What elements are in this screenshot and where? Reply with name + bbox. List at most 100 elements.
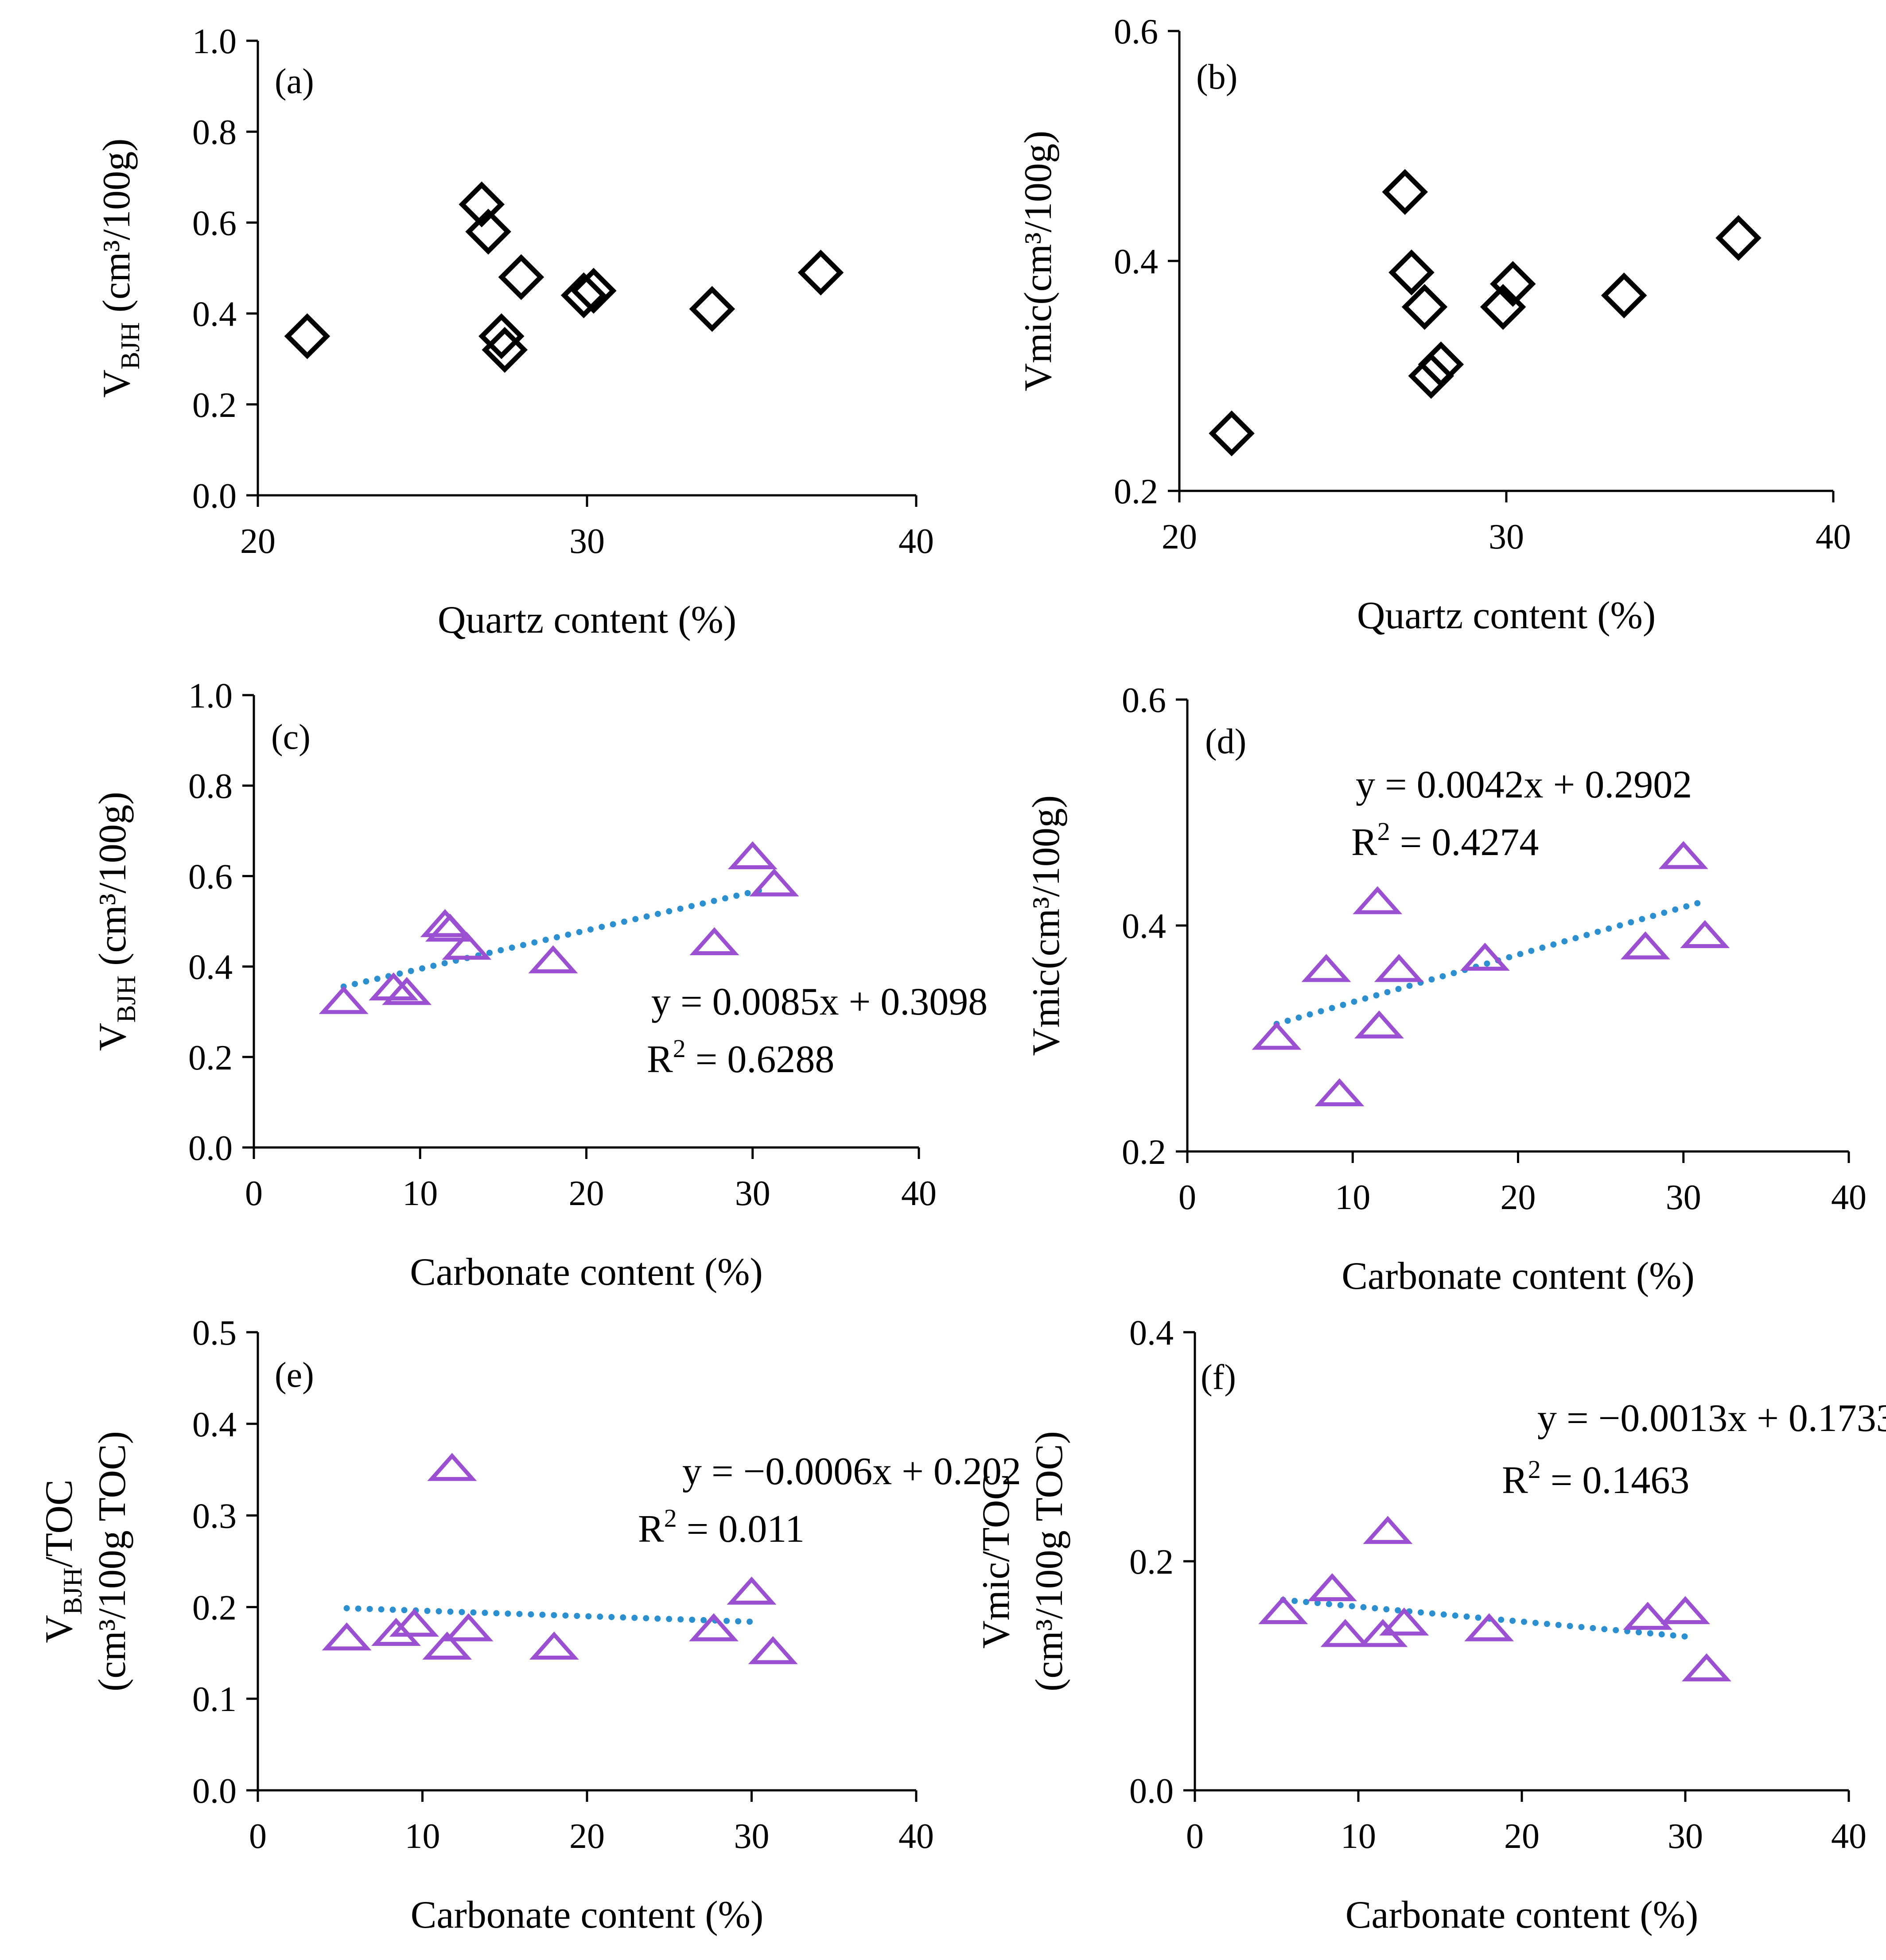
y-tick-label: 0.8 [192,113,237,152]
x-tick-label: 20 [1504,1817,1540,1856]
trend-equation: y = −0.0013x + 0.1733 [1537,1397,1886,1440]
y-axis-label-line2: (cm³/100g TOC) [91,1431,134,1692]
y-axis-label-main: V [95,369,138,398]
y-tick-label: 0.1 [192,1680,237,1719]
x-tick-label: 40 [1831,1178,1867,1217]
y-tick-label: 0.2 [1122,1133,1166,1172]
data-point-triangle [727,841,778,870]
data-point-diamond [1209,410,1255,457]
y-tick-label: 0.4 [192,295,237,334]
y-axis-label-subscript: BJH [112,976,141,1023]
data-point-triangle [1353,886,1403,914]
y-tick-label: 0.6 [1122,681,1166,720]
y-tick-label: 0.0 [192,1772,237,1811]
y-tick-label: 0.4 [188,948,233,987]
r-squared-symbol: R [1502,1459,1528,1502]
r-squared-exponent: 2 [1377,817,1390,846]
chart-panel-a: 20 30 40 0.0 0.2 0.4 0.6 0.8 1.0 Quartz content (… [95,22,934,642]
data-point-triangle [1301,954,1351,982]
data-point-triangle [442,931,492,960]
y-tick-label: 0.6 [192,204,237,243]
data-point-triangle [727,1576,777,1605]
x-tick-label: 20 [569,1174,604,1213]
x-tick-label: 30 [1668,1817,1703,1856]
data-point-triangle [1658,841,1708,869]
y-axis-label: Vmic(cm³/100g) [1025,795,1068,1056]
y-axis-label: VBJH/TOC [38,1479,87,1643]
data-point-triangle [322,1622,372,1651]
y-tick-label: 0.6 [1114,12,1158,51]
data-point-triangle [1464,1613,1514,1641]
data-point-triangle [1354,1010,1404,1038]
data-point-diamond [284,313,331,359]
panel-label: (f) [1201,1358,1236,1397]
y-tick-label: 0.0 [188,1129,233,1168]
data-point-triangle [425,914,475,942]
data-point-diamond [1601,272,1647,319]
x-tick-label: 30 [735,1174,770,1213]
data-point-triangle [1460,942,1510,971]
data-point-triangle [1681,1653,1731,1682]
trend-equation: y = −0.0006x + 0.202 [682,1450,1021,1493]
y-tick-label: 0.2 [192,1588,237,1627]
data-point-triangle [371,1618,421,1646]
data-point-diamond [797,249,844,296]
y-axis-label-rest: (cm³/100g) [91,792,134,976]
y-tick-label: 0.4 [1122,907,1166,946]
r-squared-value: = 0.1463 [1541,1459,1690,1502]
x-tick-label: 10 [1341,1817,1376,1856]
x-tick-label: 30 [1666,1178,1701,1217]
r-squared-value: = 0.011 [677,1508,805,1551]
x-tick-label: 20 [569,1817,605,1856]
y-tick-label: 0.5 [192,1314,237,1353]
data-point-triangle [528,945,578,973]
y-tick-label: 0.2 [1114,472,1158,511]
data-point-triangle [369,972,419,1001]
y-tick-label: 0.4 [1129,1314,1174,1353]
x-tick-label: 30 [1489,517,1524,556]
data-point-triangle [389,1608,439,1637]
y-tick-label: 0.2 [1129,1543,1174,1582]
y-tick-label: 1.0 [188,677,233,716]
x-tick-label: 0 [1186,1817,1204,1856]
y-axis-label-rest: (cm³/100g) [95,138,138,322]
y-tick-label: 0.4 [192,1405,237,1444]
data-point-diamond [1408,353,1454,399]
data-point-diamond [465,209,511,255]
trendline [1273,899,1703,1027]
trend-equation: y = 0.0042x + 0.2902 [1356,763,1692,806]
x-axis-label: Carbonate content (%) [1342,1255,1695,1298]
data-point-diamond [459,181,505,228]
data-point-triangle [1258,1596,1308,1624]
r-squared-symbol: R [638,1508,664,1551]
y-axis-label-rest: /TOC [38,1479,81,1567]
y-tick-label: 0.0 [1129,1772,1174,1811]
y-axis-label-main: V [38,1615,81,1643]
data-point-diamond [478,313,525,359]
data-point-triangle [529,1631,579,1660]
x-tick-label: 30 [569,522,605,561]
x-axis-label: Carbonate content (%) [411,1894,764,1937]
r-squared-symbol: R [1351,821,1377,864]
r-squared-exponent: 2 [673,1034,686,1063]
trendline [340,887,764,990]
data-point-triangle [1320,1619,1370,1647]
y-tick-label: 0.6 [188,857,233,896]
data-point-diamond [498,254,544,300]
y-axis-label: Vmic(cm³/100g) [1017,131,1060,391]
x-tick-label: 40 [1831,1817,1867,1856]
data-point-triangle [443,1613,494,1641]
panel-label: (a) [275,62,314,101]
chart-panel-e: 0 10 20 30 40 0.0 0.1 0.2 0.3 0.4 0.5 Carbonate con… [38,1314,1021,1937]
data-point-diamond [560,272,607,319]
data-point-diamond [1715,215,1762,261]
data-point-triangle [1379,1607,1429,1636]
y-axis-label: VBJH (cm³/100g) [91,792,141,1051]
x-axis-label: Quartz content (%) [438,599,736,642]
r-squared: R2 = 0.4274 [1351,817,1539,864]
y-tick-label: 0.4 [1114,242,1158,281]
data-point-triangle [1252,1022,1302,1050]
r-squared-value: = 0.4274 [1390,821,1539,864]
x-axis-label: Quartz content (%) [1357,594,1656,637]
